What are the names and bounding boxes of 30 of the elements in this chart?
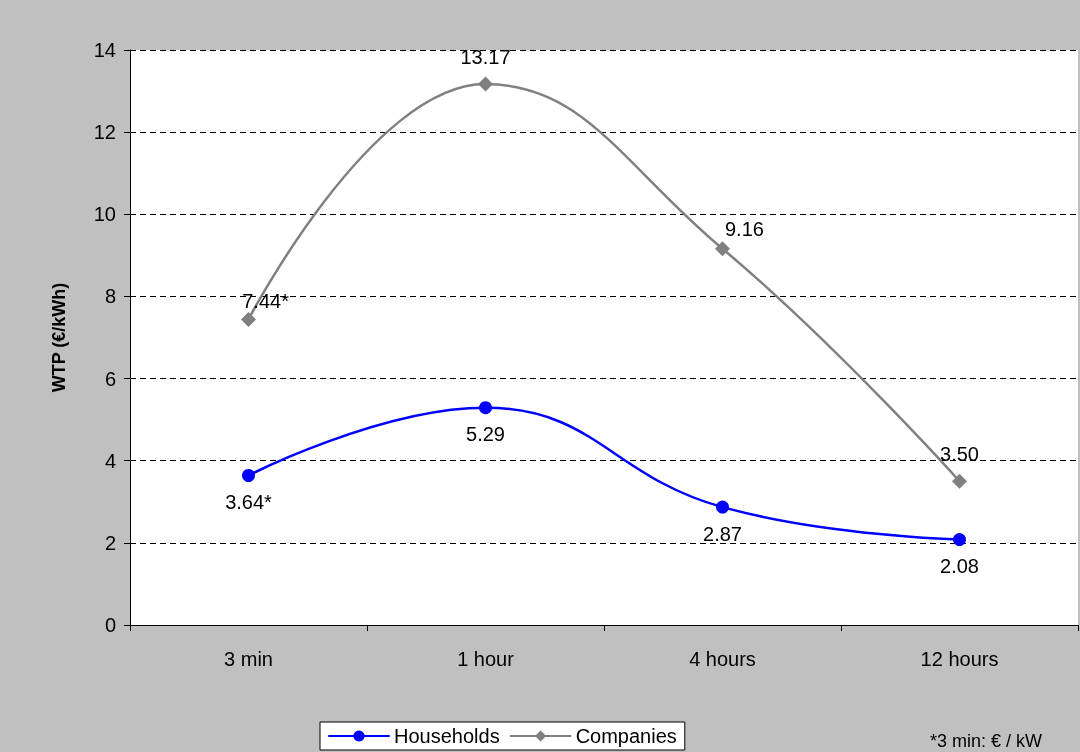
- y-tick-label: 0: [104, 614, 116, 636]
- x-tick-label: 1 hour: [457, 648, 515, 670]
- point: [242, 469, 255, 482]
- point: [715, 241, 730, 257]
- point: [478, 76, 493, 92]
- data-label: 2.87: [703, 522, 742, 545]
- y-tick-label: 12: [93, 121, 116, 144]
- x-tick-label: 12 hours: [920, 648, 999, 670]
- point: [716, 500, 729, 514]
- legend-label: Households: [394, 725, 500, 747]
- data-label: 3.64*: [225, 491, 273, 513]
- point: [241, 311, 256, 327]
- point: [953, 533, 966, 547]
- y-tick-label: 14: [93, 39, 116, 61]
- y-tick-label: 4: [104, 449, 116, 472]
- y-tick-label: 8: [104, 285, 116, 308]
- y-axis-title: WTP (€/kWh): [49, 282, 69, 393]
- data-label: 7.44*: [242, 289, 290, 312]
- x-tick-label: 4 hours: [689, 648, 756, 670]
- point: [479, 401, 492, 415]
- y-tick-label: 10: [93, 203, 116, 226]
- text: *3 min: € / kW: [929, 731, 1043, 751]
- legend-label: Companies: [575, 725, 677, 747]
- data-label: 5.29: [466, 423, 505, 446]
- data-label: 2.08: [940, 555, 979, 578]
- point: [952, 473, 967, 489]
- x-tick-label: 3 min: [224, 648, 273, 670]
- y-tick-label: 6: [104, 367, 116, 390]
- y-tick-label: 2: [104, 531, 116, 554]
- data-label: 9.16: [725, 218, 764, 241]
